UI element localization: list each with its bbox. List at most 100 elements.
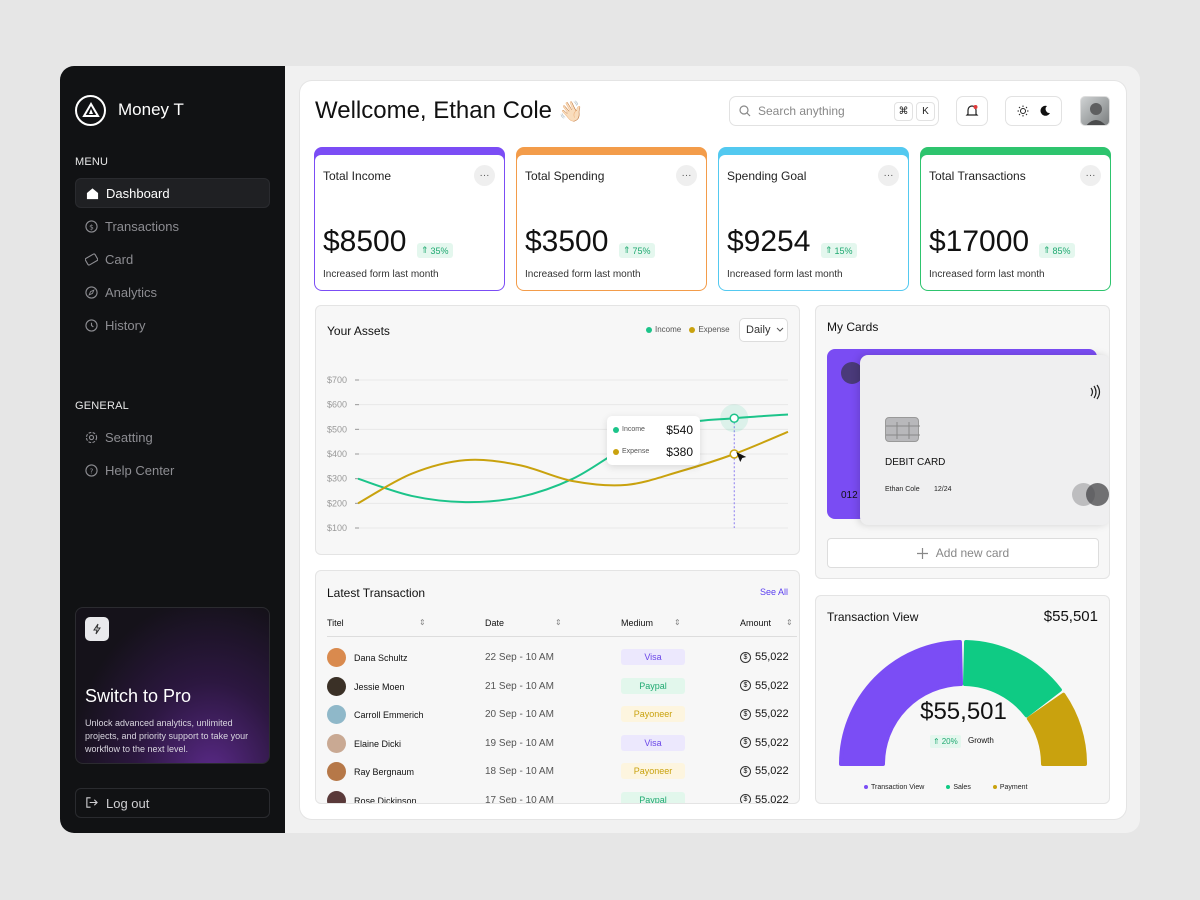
sidebar-item-label: Card [105,251,134,267]
card-type: DEBIT CARD [885,457,946,468]
medium-badge: Paypal [621,791,685,803]
col-header-title[interactable]: Titel [327,618,344,628]
sidebar-item-dashboard[interactable]: Dashboard [75,178,270,208]
tooltip-expense-label: Expense [622,448,650,455]
sidebar-item-settings[interactable]: Seatting [75,422,270,452]
theme-toggle[interactable] [1005,96,1062,126]
dollar-coin-icon: $ [740,794,751,803]
up-arrows-icon: ⇑ [1043,245,1051,255]
more-options-button[interactable]: ··· [676,165,697,186]
app-name: Money T [118,100,184,119]
logout-icon [85,796,99,810]
moon-icon[interactable] [1039,105,1051,117]
up-arrows-icon: ⇑ [825,245,833,255]
plus-icon [916,547,928,559]
notification-button[interactable] [956,96,988,126]
kbd-k: K [916,102,935,121]
transaction-amount: $55,022 [740,737,789,749]
see-all-link[interactable]: See All [759,587,788,597]
transaction-date: 19 Sep - 10 AM [485,737,554,749]
transaction-name: Carroll Emmerich [354,710,424,720]
sidebar-item-card[interactable]: Card [75,244,270,274]
page-title: Wellcome, Ethan Cole 👋🏻 [315,97,584,124]
table-row[interactable]: Dana Schultz 22 Sep - 10 AM Visa $55,022 [327,645,797,673]
avatar [327,676,346,696]
user-avatar[interactable] [1080,96,1110,126]
y-tick-label: $300 [327,474,347,484]
assets-title: Your Assets [327,324,390,338]
legend-payment: Payment [992,784,1027,791]
logout-button[interactable]: Log out [75,788,270,818]
stat-subtext: Increased form last month [929,269,1045,280]
app-window: Money T MENU Dashboard $ Transactions Ca… [60,66,1140,833]
history-icon [84,318,98,332]
help-icon: ? [84,463,98,477]
sidebar-item-label: History [105,317,146,333]
contactless-icon [1090,384,1101,400]
table-row[interactable]: Rose Dickinson 17 Sep - 10 AM Paypal $55,02… [327,788,797,804]
sidebar-item-help-center[interactable]: ? Help Center [75,455,270,485]
stat-card-total-transactions: Total Transactions ··· $17000 ⇑ 85% Incre… [920,147,1111,291]
table-row[interactable]: Jessie Moen 21 Sep - 10 AM Paypal $55,022 [327,674,797,702]
tooltip-income-value: $540 [666,423,693,437]
medium-badge: Paypal [621,677,685,694]
switch-to-pro-card[interactable]: Switch to Pro Unlock advanced analytics,… [75,607,270,764]
search-input[interactable]: Search anything ⌘ K [729,96,939,126]
sidebar-item-analytics[interactable]: Analytics [75,277,270,307]
table-row[interactable]: Elaine Dicki 19 Sep - 10 AM Visa $55,022 [327,731,797,759]
transaction-name: Elaine Dicki [354,738,402,749]
medium-badge: Payoneer [621,763,685,779]
sun-icon[interactable] [1017,105,1029,117]
sort-icon: ⇕ [674,618,681,627]
table-row[interactable]: Carroll Emmerich 20 Sep - 10 AM Payoneer $5… [327,702,797,730]
more-options-button[interactable]: ··· [474,165,495,186]
sidebar: Money T MENU Dashboard $ Transactions Ca… [60,66,285,833]
change-badge: ⇑ 15% [821,243,857,258]
card-icon [84,252,98,266]
transaction-view-total: $55,501 [1043,608,1098,625]
more-options-button[interactable]: ··· [1080,165,1101,186]
transaction-amount: $55,022 [740,765,789,777]
more-options-button[interactable]: ··· [878,165,899,186]
stat-value: $3500 [525,225,609,258]
transaction-amount: $55,022 [740,794,789,803]
y-tick-label: $600 [327,400,347,410]
lightning-icon [85,617,109,641]
general-label: GENERAL [75,400,129,412]
menu-label: MENU [75,156,109,168]
series-line-expense [357,430,789,505]
up-arrows-icon: ⇑ [421,245,429,255]
transaction-gauge [839,640,1087,766]
y-tick-label: $400 [327,449,347,459]
legend-expense: Expense [698,325,730,334]
logout-label: Log out [106,795,150,811]
col-header-medium[interactable]: Medium [621,618,654,628]
dollar-circle-icon: $ [84,219,98,233]
card-logo-icon [841,362,863,384]
assets-panel: Your Assets Income Expense Daily $700 $60… [315,305,800,555]
sidebar-item-label: Help Center [105,462,175,478]
stat-card-total-spending: Total Spending ··· $3500 ⇑ 75% Increased … [516,147,707,291]
add-card-label: Add new card [935,546,1010,560]
medium-badge: Visa [621,649,685,665]
stat-label: Total Spending [525,169,605,183]
transaction-date: 18 Sep - 10 AM [485,766,554,777]
transaction-name: Rose Dickinson [354,795,417,804]
mastercard-icon-overlap [1086,483,1109,506]
stat-value: $8500 [323,225,407,258]
debit-card[interactable]: DEBIT CARD Ethan Cole 12/24 [860,355,1109,525]
compass-icon [84,285,98,299]
period-select[interactable]: Daily [739,318,788,342]
stat-subtext: Increased form last month [727,269,843,280]
col-header-date[interactable]: Date [485,618,505,628]
logo-icon [75,95,106,126]
medium-badge: Payoneer [621,706,685,722]
col-header-amount[interactable]: Amount [740,618,772,628]
gauge-segment-sales [963,640,1062,718]
sidebar-item-transactions[interactable]: $ Transactions [75,211,270,241]
table-row[interactable]: Ray Bergnaum 18 Sep - 10 AM Payoneer $55,02… [327,759,797,787]
transaction-date: 21 Sep - 10 AM [485,680,554,692]
sidebar-item-history[interactable]: History [75,310,270,340]
chip-icon [885,417,920,442]
add-new-card-button[interactable]: Add new card [827,538,1099,568]
